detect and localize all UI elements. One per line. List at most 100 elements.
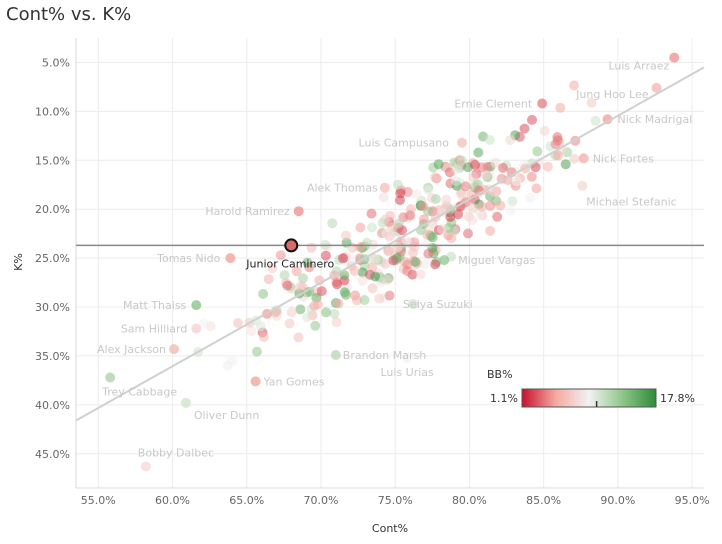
scatter-point bbox=[258, 332, 269, 343]
scatter-point bbox=[531, 183, 542, 194]
point-label: Matt Thaiss bbox=[123, 299, 187, 312]
labeled-point[interactable] bbox=[439, 255, 450, 266]
scatter-point bbox=[505, 205, 516, 216]
scatter-point bbox=[199, 318, 210, 329]
scatter-point bbox=[452, 164, 462, 175]
scatter-point bbox=[291, 266, 302, 277]
y-tick-label: 15.0% bbox=[35, 154, 70, 167]
scatter-point bbox=[359, 295, 370, 305]
point-labels: Luis Arraez Jung Hoo Lee Ernie Clement Nick… bbox=[97, 60, 692, 460]
scatter-point bbox=[367, 283, 378, 294]
scatter-point bbox=[333, 298, 344, 309]
point-label: Nick Fortes bbox=[593, 152, 654, 165]
labeled-point[interactable] bbox=[651, 82, 662, 93]
x-tick-label: 70.0% bbox=[303, 494, 338, 507]
x-tick-label: 55.0% bbox=[81, 494, 116, 507]
scatter-point bbox=[391, 242, 402, 253]
scatter-point bbox=[329, 308, 340, 319]
scatter-point bbox=[402, 265, 413, 276]
labeled-point[interactable] bbox=[330, 350, 341, 360]
labeled-point[interactable] bbox=[577, 180, 588, 191]
labeled-point[interactable] bbox=[578, 153, 589, 164]
scatter-point bbox=[410, 256, 421, 267]
point-label: Trey Cabbage bbox=[101, 386, 177, 399]
y-tick-label: 5.0% bbox=[42, 56, 70, 69]
point-label: Nick Madrigal bbox=[618, 113, 693, 126]
scatter-point bbox=[346, 253, 357, 264]
scatter-point bbox=[392, 179, 403, 190]
scatter-point bbox=[393, 218, 404, 229]
labeled-point[interactable] bbox=[408, 299, 418, 310]
scatter-point bbox=[586, 97, 597, 108]
point-label: Ernie Clement bbox=[454, 98, 533, 111]
scatter-point bbox=[370, 253, 381, 264]
scatter-point bbox=[519, 123, 530, 134]
point-label: Luis Campusano bbox=[359, 137, 450, 150]
scatter-point bbox=[267, 263, 278, 274]
scatter-point bbox=[339, 270, 350, 281]
x-axis-title: Cont% bbox=[372, 522, 408, 535]
labeled-point[interactable] bbox=[402, 352, 413, 363]
labeled-point[interactable] bbox=[537, 98, 548, 109]
point-label: Yan Gomes bbox=[263, 375, 325, 388]
scatter-point bbox=[351, 295, 362, 306]
x-tick-label: 60.0% bbox=[155, 494, 190, 507]
scatter-point bbox=[395, 188, 406, 199]
labeled-point[interactable] bbox=[191, 300, 202, 311]
y-tick-label: 25.0% bbox=[35, 252, 70, 265]
scatter-point bbox=[430, 259, 441, 270]
highlight-label: Junior Caminero bbox=[245, 257, 334, 270]
scatter-point bbox=[550, 139, 561, 150]
labeled-point[interactable] bbox=[669, 52, 680, 63]
scatter-point bbox=[430, 172, 441, 183]
highlight-point[interactable] bbox=[284, 238, 299, 253]
scatter-point bbox=[525, 193, 536, 203]
scatter-point bbox=[477, 201, 487, 212]
labeled-point[interactable] bbox=[105, 372, 116, 383]
point-label: Michael Stefanic bbox=[586, 196, 676, 209]
scatter-point bbox=[560, 159, 571, 170]
scatter-point bbox=[427, 232, 438, 243]
labeled-point[interactable] bbox=[602, 114, 613, 125]
scatter-point bbox=[526, 171, 537, 182]
scatter-point bbox=[355, 242, 366, 252]
scatter-point bbox=[485, 225, 496, 236]
point-label: Sam Hilliard bbox=[121, 323, 187, 336]
scatter-point bbox=[374, 293, 385, 304]
labeled-point[interactable] bbox=[379, 182, 390, 193]
scatter-point bbox=[408, 247, 418, 258]
scatter-point bbox=[569, 80, 579, 91]
scatter-point bbox=[507, 196, 518, 207]
y-tick-label: 40.0% bbox=[35, 399, 70, 412]
labeled-point[interactable] bbox=[457, 137, 467, 148]
scatter-point bbox=[498, 162, 508, 173]
scatter-point bbox=[340, 289, 351, 300]
scatter-point bbox=[419, 214, 429, 225]
scatter-point bbox=[505, 135, 516, 145]
trend-line bbox=[75, 66, 705, 422]
grid-lines bbox=[76, 38, 704, 488]
x-tick-label: 65.0% bbox=[229, 494, 264, 507]
scatter-point bbox=[312, 299, 323, 310]
scatter-point bbox=[441, 194, 452, 205]
scatter-point bbox=[275, 250, 286, 261]
point-label: Alex Jackson bbox=[97, 343, 166, 356]
scatter-point bbox=[489, 187, 500, 198]
scatter-point bbox=[293, 332, 304, 343]
scatter-point bbox=[430, 194, 441, 204]
scatter-point bbox=[295, 304, 306, 315]
labeled-point[interactable] bbox=[180, 397, 191, 408]
labeled-point[interactable] bbox=[293, 206, 304, 217]
labeled-point[interactable] bbox=[169, 344, 179, 355]
legend-gradient-bar bbox=[521, 388, 657, 408]
labeled-point[interactable] bbox=[225, 253, 236, 264]
point-label: Seiya Suzuki bbox=[403, 298, 473, 311]
scatter-point bbox=[232, 318, 243, 329]
scatter-point bbox=[495, 200, 506, 211]
labeled-point[interactable] bbox=[250, 376, 261, 387]
labeled-point[interactable] bbox=[140, 461, 151, 472]
scatter-point bbox=[310, 320, 321, 331]
highlight-point-group: Junior Caminero bbox=[245, 238, 335, 270]
scatter-point bbox=[453, 209, 464, 220]
labeled-point[interactable] bbox=[191, 323, 202, 334]
